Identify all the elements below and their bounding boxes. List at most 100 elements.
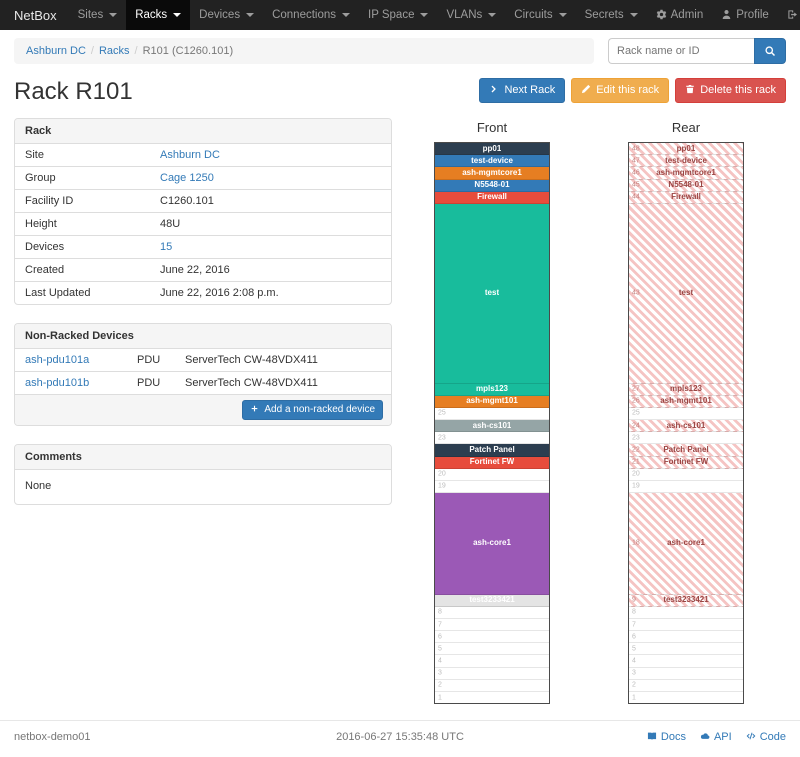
footer-link-code[interactable]: Code [746, 731, 786, 743]
breadcrumb-item-ashburn-dc[interactable]: Ashburn DC [26, 45, 86, 57]
delete-this-rack-button[interactable]: Delete this rack [675, 78, 786, 104]
unit-number: 48 [632, 145, 640, 153]
rack-device-mpls123[interactable]: 27 mpls123 [629, 383, 743, 396]
rack-device-pp01[interactable]: 48 pp01 [629, 143, 743, 156]
attribute-value: 48U [150, 212, 391, 236]
breadcrumb: Ashburn DC / Racks / R101 (C1260.101) [14, 38, 594, 64]
button-label: Next Rack [504, 84, 556, 96]
attribute-value-link[interactable]: Cage 1250 [160, 172, 214, 184]
rack-device-test-device[interactable]: 47 test-device [629, 155, 743, 168]
nav-item-sites[interactable]: Sites [69, 0, 127, 30]
rack-device-ash-core1[interactable]: ash-core1 [435, 493, 549, 595]
nav-right-menu: Admin Profile Log out [647, 0, 800, 30]
nav-item-ip-space[interactable]: IP Space [359, 0, 437, 30]
attribute-label: Site [25, 149, 44, 161]
netbox-brand[interactable]: NetBox [14, 7, 57, 23]
footer-link-api[interactable]: API [700, 731, 732, 743]
nav-item-vlans[interactable]: VLANs [437, 0, 505, 30]
rack-slot: 23 [629, 432, 743, 445]
rack-device-ash-mgmtcore1[interactable]: ash-mgmtcore1 [435, 167, 549, 180]
device-name: Fortinet FW [469, 458, 515, 467]
device-name: test3233421 [469, 596, 515, 605]
nav-item-label: Secrets [584, 9, 624, 21]
rack-device-mpls123[interactable]: mpls123 [435, 383, 549, 396]
breadcrumb-item-racks[interactable]: Racks [98, 45, 130, 57]
rack-device-test3233421[interactable]: 9 test3233421 [629, 594, 743, 607]
unit-number: 5 [632, 645, 636, 653]
unit-number: 44 [632, 193, 640, 201]
rack-slot: 3 [435, 667, 549, 680]
rear-elevation-title: Rear [671, 120, 701, 135]
nav-item-connections[interactable]: Connections [263, 0, 359, 30]
plus-icon [250, 403, 259, 417]
footer-link-docs[interactable]: Docs [647, 731, 686, 743]
rack-attributes-table: Site Ashburn DC Group Cage 1250 Facility ID C… [15, 144, 391, 304]
unit-number: 5 [438, 645, 442, 653]
rack-slot: 6 [435, 631, 549, 644]
nav-item-circuits[interactable]: Circuits [505, 0, 575, 30]
rack-device-ash-mgmt101[interactable]: ash-mgmt101 [435, 395, 549, 408]
device-name: ash-cs101 [472, 421, 512, 430]
nav-profile[interactable]: Profile [712, 0, 778, 30]
rack-device-firewall[interactable]: 44 Firewall [629, 191, 743, 204]
nav-log-out[interactable]: Log out [778, 0, 800, 30]
rack-slot: 19 [629, 480, 743, 494]
device-link[interactable]: ash-pdu101a [25, 354, 90, 366]
next-rack-button[interactable]: Next Rack [479, 78, 566, 104]
device-link[interactable]: ash-pdu101b [25, 377, 90, 389]
footer-link-label: Code [759, 731, 786, 743]
rack-device-ash-mgmt101[interactable]: 26 ash-mgmt101 [629, 395, 743, 408]
attribute-value-link[interactable]: 15 [160, 241, 173, 253]
rack-device-test-device[interactable]: test-device [435, 155, 549, 168]
rack-device-ash-cs101[interactable]: ash-cs101 [435, 420, 549, 433]
rack-slot: 23 [435, 432, 549, 445]
rack-device-test[interactable]: 43 test [629, 203, 743, 384]
non-racked-device-row: ash-pdu101b PDU ServerTech CW-48VDX411 [15, 371, 391, 394]
nav-item-secrets[interactable]: Secrets [576, 0, 647, 30]
front-elevation: Front pp01 test-device ash-mgmtcore1 N5548-… [434, 118, 550, 704]
rack-device-fortinet-fw[interactable]: 21 Fortinet FW [629, 456, 743, 469]
unit-number: 3 [632, 669, 636, 677]
rack-device-firewall[interactable]: Firewall [435, 191, 549, 204]
rack-attribute-row: Group Cage 1250 [15, 166, 391, 190]
nav-item-devices[interactable]: Devices [190, 0, 263, 30]
device-name: pp01 [482, 144, 502, 153]
action-buttons: Next Rack Edit this rack Delete this rack [479, 78, 786, 104]
rack-device-n5548-01[interactable]: N5548-01 [435, 179, 549, 192]
rack-search-input[interactable] [608, 38, 754, 64]
nav-admin[interactable]: Admin [647, 0, 713, 30]
add-non-racked-device-button[interactable]: Add a non-racked device [242, 400, 383, 420]
rack-device-fortinet-fw[interactable]: Fortinet FW [435, 456, 549, 469]
attribute-value-link[interactable]: Ashburn DC [160, 149, 220, 161]
non-racked-devices-panel: Non-Racked Devices ash-pdu101a PDU ServerT… [14, 323, 392, 426]
rack-slot: 1 [435, 691, 549, 704]
rack-device-patch-panel[interactable]: 22 Patch Panel [629, 444, 743, 457]
rack-slot: 3 [629, 667, 743, 680]
rack-device-ash-mgmtcore1[interactable]: 46 ash-mgmtcore1 [629, 167, 743, 180]
rack-device-patch-panel[interactable]: Patch Panel [435, 444, 549, 457]
non-racked-devices-body: ash-pdu101a PDU ServerTech CW-48VDX411 ash-… [15, 349, 391, 394]
rack-device-n5548-01[interactable]: 45 N5548-01 [629, 179, 743, 192]
rack-device-pp01[interactable]: pp01 [435, 143, 549, 156]
nav-item-racks[interactable]: Racks [126, 0, 191, 30]
unit-number: 8 [438, 608, 442, 616]
footer-link-label: Docs [660, 731, 686, 743]
device-name: test-device [471, 156, 513, 165]
device-name: pp01 [676, 144, 696, 153]
rack-device-ash-cs101[interactable]: 24 ash-cs101 [629, 420, 743, 433]
rack-slot: 4 [629, 655, 743, 668]
unit-number: 3 [438, 669, 442, 677]
device-name-cell: ash-pdu101a [15, 349, 127, 372]
unit-number: 27 [632, 385, 640, 393]
rack-device-ash-core1[interactable]: 18 ash-core1 [629, 493, 743, 595]
attribute-label: Devices [15, 235, 150, 259]
nav-item-label: VLANs [446, 9, 483, 21]
attribute-label: Height [15, 212, 150, 236]
rack-device-test[interactable]: test [435, 203, 549, 384]
rack-search-button[interactable] [754, 38, 786, 64]
device-name: ash-core1 [473, 539, 511, 548]
edit-this-rack-button[interactable]: Edit this rack [571, 78, 670, 104]
rack-device-test3233421[interactable]: test3233421 [435, 594, 549, 607]
unit-number: 6 [632, 633, 636, 641]
non-racked-panel-footer: Add a non-racked device [15, 394, 391, 425]
